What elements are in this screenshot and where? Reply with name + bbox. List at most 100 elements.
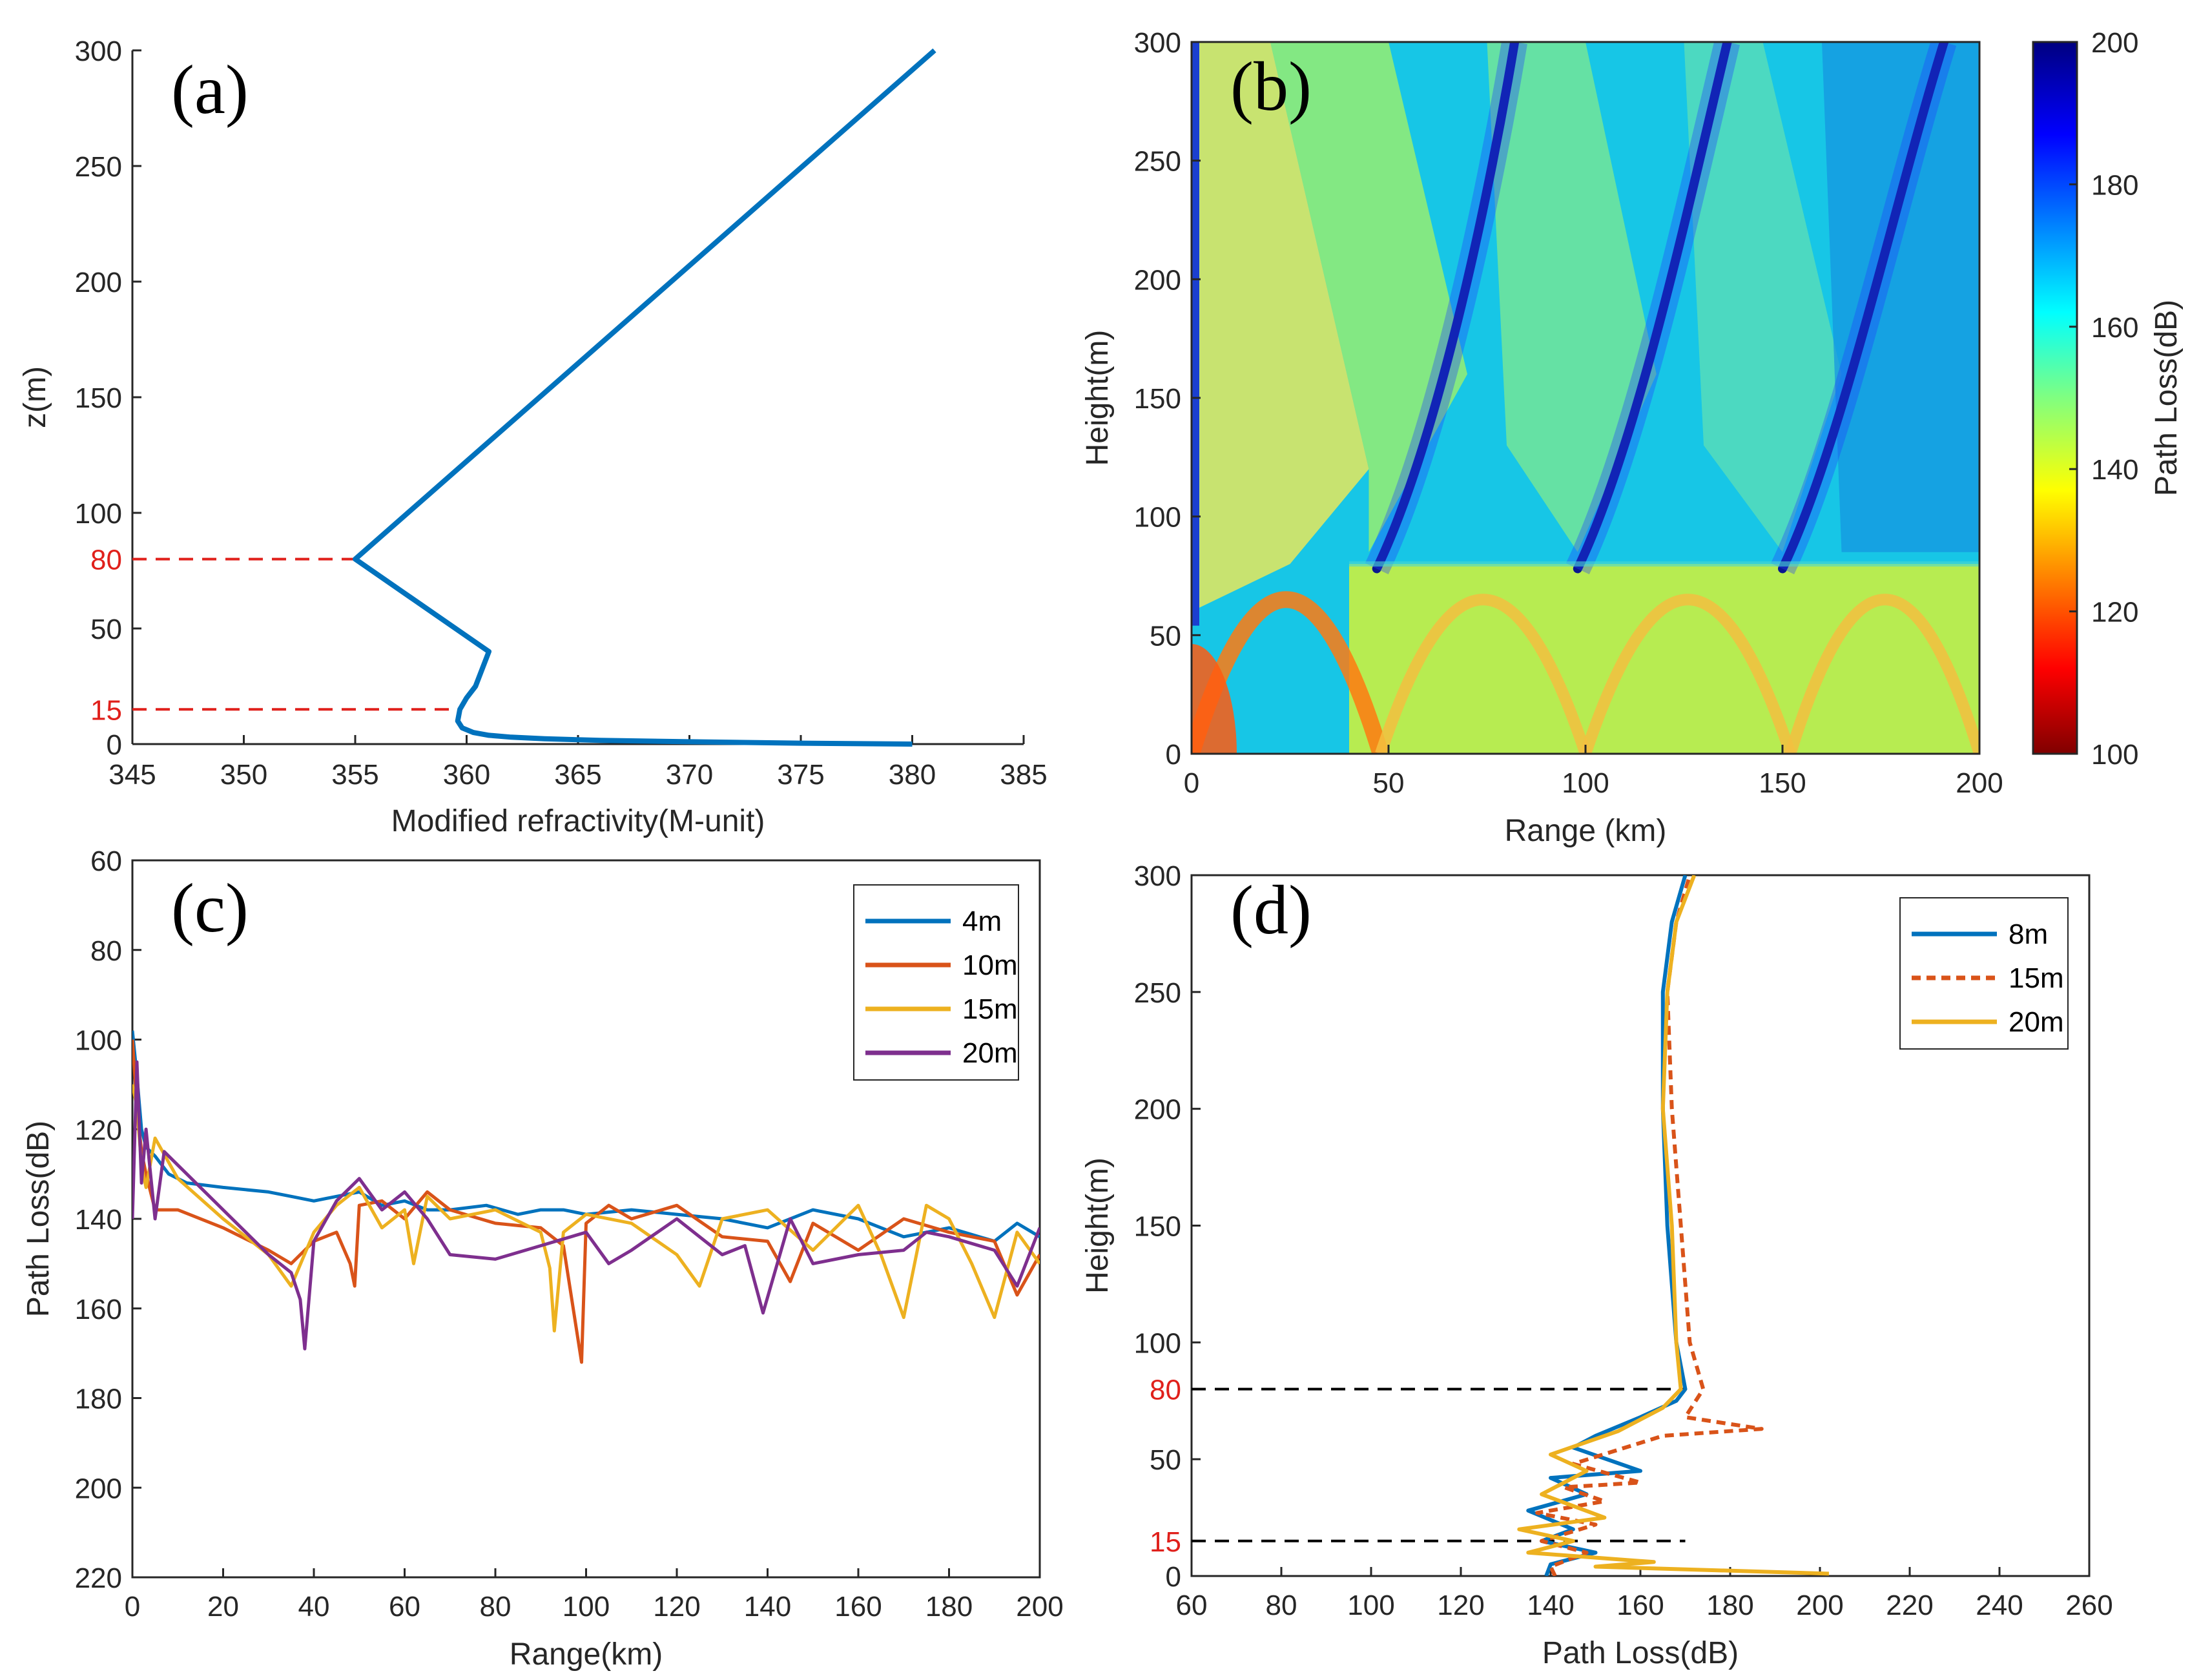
x-tick-label: 100: [1347, 1590, 1394, 1621]
y-tick-label: 150: [1134, 383, 1181, 415]
x-tick-label: 370: [666, 759, 713, 791]
x-tick-label: 160: [1617, 1590, 1664, 1621]
x-tick-label: 375: [777, 759, 824, 791]
y-tick-label: 250: [1134, 977, 1181, 1009]
x-tick-label: 200: [1016, 1591, 1063, 1623]
series-15m: [132, 1084, 1040, 1333]
x-tick-label: 200: [1956, 767, 2003, 799]
x-tick-label: 80: [1266, 1590, 1297, 1621]
legend-label-10m: 10m: [962, 949, 1018, 981]
y-tick-label: 200: [1134, 1094, 1181, 1126]
heatmap-duct: [1349, 564, 1979, 754]
x-tick-label: 140: [1527, 1590, 1574, 1621]
panel-b: 0 50 100 150 200 0 50 100 150 200 250 300 Range (km)…: [1080, 27, 2184, 848]
heatmap-band-3: [1684, 42, 1842, 552]
x-tick-label: 120: [653, 1591, 700, 1623]
y-tick-label: 300: [1134, 860, 1181, 892]
heatmap-band-2: [1487, 42, 1657, 552]
y-tick-label: 250: [75, 151, 122, 183]
x-axis-label: Range(km): [510, 1637, 663, 1672]
y-tick-label: 140: [75, 1204, 122, 1236]
y-axis-label: z(m): [18, 366, 52, 428]
y-tick-label: 50: [90, 614, 122, 645]
x-tick-label: 345: [108, 759, 156, 791]
series-group: [1517, 875, 1829, 1576]
x-tick-label: 50: [1373, 767, 1405, 799]
series-group: [132, 1030, 1040, 1364]
panel-label: (b): [1230, 48, 1312, 125]
y-tick-label: 200: [1134, 264, 1181, 296]
y-tick-label: 50: [1150, 1444, 1181, 1476]
marker-label-15: 15: [1150, 1526, 1181, 1558]
legend-label-20m: 20m: [962, 1037, 1018, 1069]
x-tick-label: 355: [331, 759, 378, 791]
x-tick-label: 380: [889, 759, 936, 791]
y-tick-label: 50: [1150, 620, 1181, 652]
y-tick-label: 0: [107, 729, 122, 761]
series-line: [353, 48, 936, 747]
x-axis-label: Path Loss(dB): [1542, 1636, 1739, 1670]
y-tick-label: 100: [75, 498, 122, 530]
colorbar: [2032, 41, 2078, 755]
heatmap-source: [1192, 644, 1237, 754]
series-20m: [132, 1060, 1040, 1351]
heatmap-duct-arc: [1784, 594, 1979, 754]
series-10m: [132, 1039, 1040, 1364]
x-tick-label: 180: [925, 1591, 973, 1623]
heatmap-null-ridge: [1372, 42, 1520, 574]
x-tick-label: 365: [554, 759, 601, 791]
heatmap-null-halo: [1365, 42, 1527, 575]
x-tick-label: 60: [389, 1591, 420, 1623]
colorbar-tick-label: 180: [2091, 169, 2138, 201]
x-axis-label: Modified refractivity(M-unit): [391, 804, 765, 838]
y-tick-label: 120: [75, 1114, 122, 1146]
heatmap-duct-arc: [1375, 594, 1591, 754]
x-tick-label: 160: [834, 1591, 882, 1623]
y-tick-label: 100: [1134, 502, 1181, 534]
x-tick-label: 100: [1562, 767, 1609, 799]
colorbar-tick-label: 160: [2091, 312, 2138, 344]
y-tick-label: 220: [75, 1562, 122, 1594]
heatmap-null-halo: [1565, 42, 1741, 575]
x-tick-label: 80: [480, 1591, 511, 1623]
colorbar-tick-label: 100: [2091, 739, 2138, 771]
y-axis-label: Height(m): [1080, 330, 1115, 466]
x-tick-label: 40: [298, 1591, 330, 1623]
legend-label-8m: 8m: [2009, 918, 2048, 950]
y-tick-label: 180: [75, 1384, 122, 1415]
heatmap-far: [1822, 42, 1979, 552]
series-20m: [1517, 875, 1829, 1576]
legend-box: [853, 884, 1019, 1081]
y-axis-label: Height(m): [1080, 1157, 1115, 1294]
legend-label-15m: 15m: [962, 993, 1018, 1025]
heatmap-edge: [1192, 42, 1199, 626]
legend-label-20m: 20m: [2009, 1006, 2064, 1038]
colorbar-tick-label: 200: [2091, 27, 2138, 59]
x-tick-label: 0: [125, 1591, 140, 1623]
x-tick-label: 150: [1759, 767, 1806, 799]
y-tick-label: 200: [75, 1473, 122, 1504]
x-tick-label: 140: [744, 1591, 791, 1623]
y-tick-label: 100: [1134, 1327, 1181, 1359]
colorbar-label: Path Loss(dB): [2149, 300, 2184, 496]
heatmap-duct-arc: [1580, 594, 1796, 754]
heatmap-null-ridge: [1778, 42, 1949, 574]
y-tick-label: 60: [90, 845, 122, 877]
x-tick-label: 385: [1000, 759, 1047, 791]
x-axis-label: Range (km): [1505, 814, 1667, 848]
x-tick-label: 0: [1184, 767, 1199, 799]
y-tick-label: 200: [75, 267, 122, 298]
y-tick-label: 150: [75, 382, 122, 414]
series-8m: [1526, 875, 1688, 1576]
x-tick-label: 240: [1976, 1590, 2023, 1621]
x-tick-label: 20: [207, 1591, 239, 1623]
panel-label: (a): [171, 52, 249, 129]
x-tick-label: 180: [1706, 1590, 1753, 1621]
x-tick-label: 360: [443, 759, 490, 791]
y-tick-label: 150: [1134, 1211, 1181, 1243]
panel-label: (c): [171, 870, 249, 947]
series-15m: [1535, 875, 1764, 1576]
y-tick-label: 0: [1166, 739, 1181, 771]
heatmap-band-1: [1270, 42, 1467, 552]
heatmap-null-halo: [1770, 42, 1957, 575]
